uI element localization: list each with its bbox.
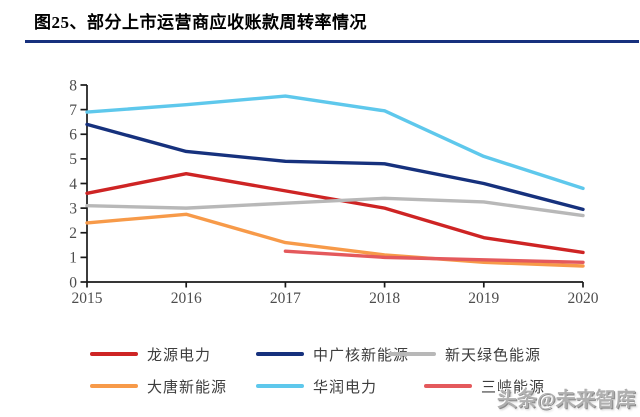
figure-title: 图25、部分上市运营商应收账款周转率情况 xyxy=(34,13,367,32)
y-tick-label: 4 xyxy=(69,176,77,193)
x-tick-label: 2020 xyxy=(568,290,599,307)
y-tick-label: 2 xyxy=(69,225,77,242)
axes xyxy=(86,85,583,283)
x-tick-label: 2016 xyxy=(171,290,202,307)
y-tick-label: 7 xyxy=(69,102,77,119)
legend-line-swatch xyxy=(90,384,138,388)
legend-line-swatch xyxy=(90,352,138,356)
title-underline xyxy=(25,40,639,43)
legend-item: 大唐新能源 xyxy=(90,377,228,396)
series-line-2 xyxy=(85,122,585,212)
legend-label: 龙源电力 xyxy=(147,347,212,364)
x-tick-label: 2017 xyxy=(270,290,301,307)
legend-label: 大唐新能源 xyxy=(147,379,228,396)
x-tick-label: 2019 xyxy=(468,290,499,307)
x-tick-label: 2015 xyxy=(72,290,103,307)
series-line-3 xyxy=(85,196,585,218)
series-line-4 xyxy=(85,212,585,268)
x-tick-label: 2018 xyxy=(369,290,400,307)
y-tick-label: 5 xyxy=(69,151,77,168)
legend-label: 新天绿色能源 xyxy=(445,347,542,364)
legend-item: 华润电力 xyxy=(256,377,378,396)
legend-label: 三峡能源 xyxy=(481,379,546,396)
y-tick-label: 1 xyxy=(69,250,77,267)
legend-line-swatch xyxy=(256,384,304,388)
series-line-5 xyxy=(85,94,585,191)
legend-item: 龙源电力 xyxy=(90,345,212,364)
watermark: 头条@未来智库 xyxy=(497,389,636,411)
legend-item: 三峡能源 xyxy=(424,377,546,396)
legend-line-swatch xyxy=(424,384,472,388)
series-line-1 xyxy=(85,171,585,255)
legend-item: 新天绿色能源 xyxy=(388,345,542,364)
y-tick-label: 3 xyxy=(69,200,77,217)
legend-label: 中广核新能源 xyxy=(313,347,410,364)
series-line-6 xyxy=(283,249,585,264)
y-tick-label: 8 xyxy=(69,77,77,94)
legend-label: 华润电力 xyxy=(313,379,378,396)
y-tick-label: 0 xyxy=(69,274,77,291)
legend-line-swatch xyxy=(388,352,436,356)
legend-item: 中广核新能源 xyxy=(256,345,410,364)
legend-line-swatch xyxy=(256,352,304,356)
y-tick-label: 6 xyxy=(69,127,77,144)
